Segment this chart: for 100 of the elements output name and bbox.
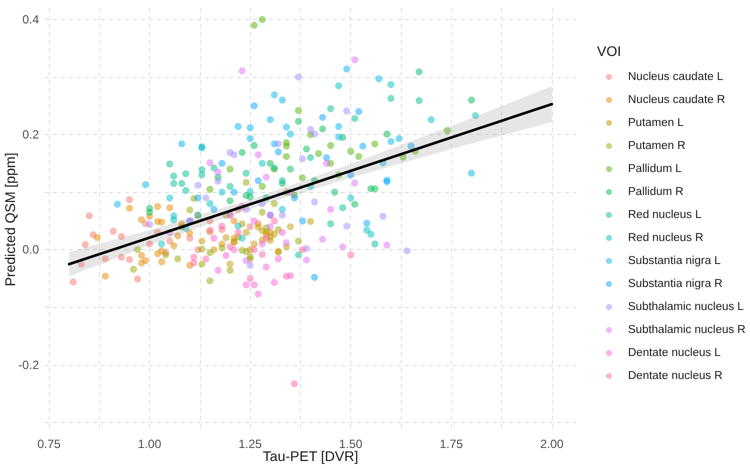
point [242, 170, 250, 177]
point [226, 166, 234, 173]
point [347, 148, 354, 155]
point [258, 182, 266, 190]
point [387, 94, 394, 102]
point [262, 234, 270, 242]
point [142, 181, 150, 188]
point [174, 255, 182, 262]
x-tick-label: 1.00 [138, 437, 162, 451]
point [206, 277, 214, 284]
point [182, 186, 190, 194]
point [351, 200, 358, 208]
point [230, 151, 238, 158]
point [339, 204, 346, 212]
point [327, 220, 334, 228]
point [266, 223, 274, 230]
point [298, 246, 306, 254]
point [262, 174, 270, 181]
point [387, 81, 394, 88]
point [286, 166, 294, 173]
point [202, 255, 210, 262]
point [315, 150, 322, 158]
point [290, 194, 298, 202]
point [302, 256, 310, 264]
point [138, 216, 146, 224]
point [250, 22, 258, 29]
point [319, 125, 326, 132]
x-tick-label: 1.50 [339, 437, 363, 451]
point [298, 155, 306, 162]
point [126, 196, 133, 204]
point [238, 148, 246, 156]
legend-label: Pallidum L [628, 163, 682, 175]
legend-label: Substantia nigra L [628, 255, 722, 267]
point [274, 140, 282, 148]
point [404, 247, 411, 254]
point [246, 188, 254, 196]
point [323, 154, 330, 162]
y-tick-label: 0.4 [22, 12, 40, 27]
point [327, 142, 334, 150]
y-tick-label: 0.2 [22, 128, 40, 142]
point [234, 228, 242, 236]
point [70, 278, 77, 286]
point [294, 238, 302, 245]
point [355, 152, 362, 160]
point [170, 172, 178, 180]
point [416, 97, 423, 104]
point [190, 259, 198, 266]
point [154, 203, 162, 210]
point [230, 188, 238, 196]
point [375, 75, 382, 82]
point [379, 212, 386, 220]
point [294, 251, 302, 258]
y-tick-label: -0.2 [18, 358, 40, 372]
point [335, 133, 342, 140]
point [194, 194, 202, 202]
point [126, 256, 133, 263]
point [222, 234, 230, 242]
point [250, 142, 258, 150]
point [218, 244, 226, 252]
point [266, 160, 274, 167]
point [343, 222, 350, 230]
point [298, 174, 306, 182]
point [218, 222, 226, 230]
point [214, 168, 222, 176]
point [158, 218, 166, 226]
point [214, 178, 222, 185]
point [210, 234, 218, 242]
point [367, 230, 374, 238]
point [278, 228, 286, 236]
point [230, 217, 238, 224]
point [254, 151, 262, 158]
point [206, 159, 214, 166]
point [242, 281, 250, 288]
point [468, 96, 475, 104]
point [323, 160, 330, 167]
point [307, 218, 314, 226]
point [246, 262, 254, 269]
point [258, 160, 266, 167]
point [94, 234, 101, 242]
point [383, 130, 390, 138]
point [298, 217, 306, 224]
point [250, 102, 258, 110]
point [222, 252, 230, 259]
point [202, 194, 210, 202]
legend-label: Putamen L [628, 117, 684, 129]
point [416, 68, 423, 76]
point [319, 114, 326, 121]
point [226, 260, 234, 268]
point [351, 56, 358, 64]
point [234, 123, 242, 130]
point [254, 224, 262, 231]
point [302, 146, 310, 152]
point [206, 186, 214, 193]
point [311, 198, 318, 206]
legend-label: Red nucleus R [628, 232, 704, 244]
point [206, 249, 214, 256]
legend-label: Nucleus caudate R [628, 94, 726, 106]
point [258, 240, 266, 248]
point [238, 246, 246, 254]
legend-label: Dentate nucleus R [628, 370, 723, 382]
